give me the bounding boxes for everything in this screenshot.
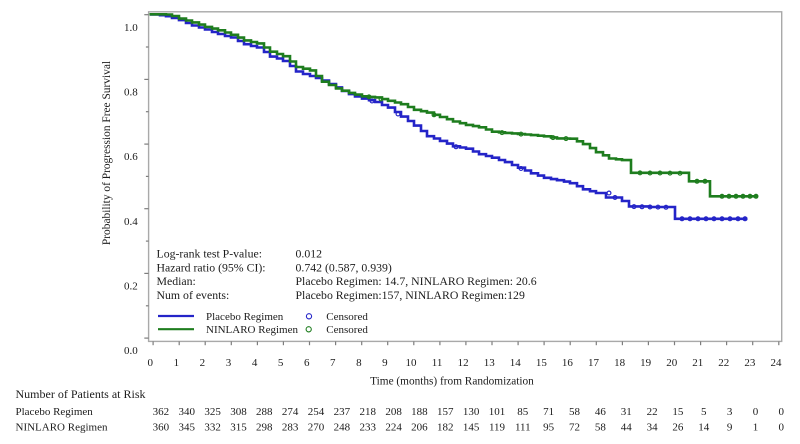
svg-text:315: 315 — [230, 422, 247, 434]
svg-text:Placebo Regimen: 14.7, NINLARO: Placebo Regimen: 14.7, NINLARO Regimen: … — [296, 274, 537, 288]
svg-text:95: 95 — [543, 422, 555, 434]
svg-text:325: 325 — [204, 406, 221, 418]
svg-text:16: 16 — [562, 357, 574, 369]
svg-text:15: 15 — [672, 406, 684, 418]
svg-text:Time (months) from Randomizati: Time (months) from Randomization — [370, 376, 534, 388]
svg-text:218: 218 — [359, 406, 376, 418]
svg-text:Placebo Regimen: Placebo Regimen — [206, 311, 284, 323]
svg-text:12: 12 — [458, 357, 469, 369]
svg-text:101: 101 — [489, 406, 506, 418]
svg-text:111: 111 — [515, 422, 531, 434]
svg-text:224: 224 — [385, 422, 402, 434]
svg-text:5: 5 — [701, 406, 707, 418]
svg-text:NINLARO Regimen: NINLARO Regimen — [206, 324, 298, 336]
svg-text:8: 8 — [356, 357, 362, 369]
svg-text:208: 208 — [385, 406, 402, 418]
svg-text:0.2: 0.2 — [124, 281, 138, 293]
svg-text:22: 22 — [718, 357, 729, 369]
svg-text:0: 0 — [779, 406, 785, 418]
svg-text:298: 298 — [256, 422, 273, 434]
svg-text:71: 71 — [543, 406, 554, 418]
svg-text:206: 206 — [411, 422, 428, 434]
svg-text:270: 270 — [308, 422, 325, 434]
svg-text:1: 1 — [174, 357, 180, 369]
svg-text:Number of Patients at Risk: Number of Patients at Risk — [16, 387, 146, 401]
svg-text:72: 72 — [569, 422, 580, 434]
svg-text:119: 119 — [489, 422, 506, 434]
svg-text:157: 157 — [437, 406, 454, 418]
svg-text:6: 6 — [304, 357, 310, 369]
svg-text:Log-rank test P-value:: Log-rank test P-value: — [157, 246, 263, 260]
svg-text:0: 0 — [753, 406, 759, 418]
svg-text:345: 345 — [179, 422, 196, 434]
svg-text:20: 20 — [666, 357, 678, 369]
svg-text:Probability of Progression Fre: Probability of Progression Free Survival — [101, 61, 113, 245]
svg-text:0.6: 0.6 — [124, 151, 138, 163]
svg-text:283: 283 — [282, 422, 299, 434]
svg-text:274: 274 — [282, 406, 299, 418]
svg-text:360: 360 — [153, 422, 170, 434]
svg-text:332: 332 — [204, 422, 221, 434]
svg-text:145: 145 — [463, 422, 480, 434]
svg-text:0: 0 — [148, 357, 154, 369]
svg-text:0.8: 0.8 — [124, 87, 138, 99]
svg-text:58: 58 — [569, 406, 581, 418]
svg-text:21: 21 — [692, 357, 703, 369]
svg-text:85: 85 — [517, 406, 529, 418]
svg-text:7: 7 — [330, 357, 336, 369]
svg-text:22: 22 — [647, 406, 658, 418]
svg-text:15: 15 — [536, 357, 548, 369]
svg-text:188: 188 — [411, 406, 428, 418]
svg-text:Num of events:: Num of events: — [157, 288, 230, 302]
svg-text:19: 19 — [640, 357, 652, 369]
svg-text:3: 3 — [727, 406, 733, 418]
svg-text:Censored: Censored — [326, 324, 368, 336]
svg-text:13: 13 — [484, 357, 496, 369]
svg-text:24: 24 — [771, 357, 783, 369]
svg-text:3: 3 — [226, 357, 232, 369]
svg-text:Hazard ratio (95% CI):: Hazard ratio (95% CI): — [157, 260, 266, 274]
svg-text:233: 233 — [359, 422, 376, 434]
svg-text:0.742 (0.587, 0.939): 0.742 (0.587, 0.939) — [296, 260, 392, 274]
svg-text:26: 26 — [672, 422, 684, 434]
svg-text:34: 34 — [647, 422, 659, 434]
svg-text:0.0: 0.0 — [124, 345, 138, 357]
svg-text:288: 288 — [256, 406, 273, 418]
svg-text:Median:: Median: — [157, 274, 196, 288]
svg-text:9: 9 — [382, 357, 388, 369]
svg-text:1.0: 1.0 — [124, 22, 138, 34]
svg-text:58: 58 — [595, 422, 607, 434]
svg-text:237: 237 — [334, 406, 351, 418]
svg-text:23: 23 — [744, 357, 756, 369]
svg-text:362: 362 — [153, 406, 170, 418]
svg-text:130: 130 — [463, 406, 480, 418]
svg-text:248: 248 — [334, 422, 351, 434]
svg-text:308: 308 — [230, 406, 247, 418]
svg-text:0.4: 0.4 — [124, 216, 138, 228]
svg-text:4: 4 — [252, 357, 258, 369]
svg-text:44: 44 — [621, 422, 633, 434]
svg-text:254: 254 — [308, 406, 325, 418]
svg-text:18: 18 — [614, 357, 626, 369]
svg-text:9: 9 — [727, 422, 733, 434]
svg-text:31: 31 — [621, 406, 632, 418]
svg-text:340: 340 — [179, 406, 196, 418]
svg-text:14: 14 — [510, 357, 522, 369]
svg-text:17: 17 — [588, 357, 600, 369]
svg-text:1: 1 — [753, 422, 759, 434]
svg-text:0.012: 0.012 — [296, 246, 323, 260]
svg-text:0: 0 — [779, 422, 785, 434]
svg-text:2: 2 — [200, 357, 206, 369]
svg-text:Placebo Regimen: Placebo Regimen — [16, 406, 94, 418]
svg-text:10: 10 — [406, 357, 418, 369]
svg-text:Censored: Censored — [326, 311, 368, 323]
svg-text:182: 182 — [437, 422, 454, 434]
svg-text:11: 11 — [432, 357, 443, 369]
svg-text:5: 5 — [278, 357, 284, 369]
svg-text:14: 14 — [698, 422, 710, 434]
svg-text:Placebo Regimen:157, NINLARO R: Placebo Regimen:157, NINLARO Regimen:129 — [296, 288, 525, 302]
svg-text:46: 46 — [595, 406, 607, 418]
svg-text:NINLARO Regimen: NINLARO Regimen — [16, 422, 108, 434]
